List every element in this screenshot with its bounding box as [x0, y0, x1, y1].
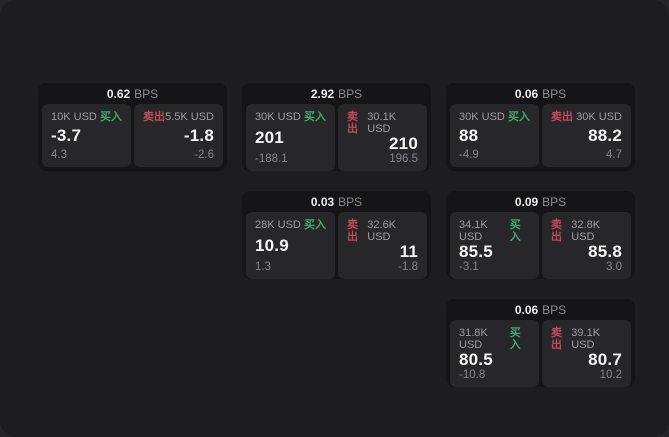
bps-unit: BPS: [542, 86, 567, 101]
sell-side-label: 卖出: [551, 327, 562, 351]
quote-card: 0.06 BPS 31.8K USD 买入 80.5 -10.8 卖出 39.1…: [446, 299, 635, 387]
card-body: 10K USD 买入 -3.7 4.3 卖出 5.5K USD -1.8 -2.…: [42, 104, 223, 167]
buy-notional: 31.8K USD: [459, 327, 488, 351]
buy-delta: -4.9: [459, 149, 479, 161]
buy-panel[interactable]: 28K USD 买入 10.9 1.3: [246, 212, 335, 279]
sell-side-label: 卖出: [347, 111, 358, 135]
bps-header: 0.06 BPS: [450, 299, 631, 320]
sell-delta: 4.7: [606, 149, 622, 161]
buy-price: 88: [459, 126, 479, 145]
bps-header: 0.62 BPS: [42, 83, 223, 104]
sell-notional: 30K USD: [576, 111, 622, 123]
bps-value: 0.03: [310, 194, 335, 209]
bps-unit: BPS: [542, 302, 567, 317]
bps-header: 0.03 BPS: [246, 191, 427, 212]
sell-delta: 10.2: [599, 369, 622, 381]
card-body: 30K USD 买入 201 -188.1 卖出 30.1K USD 210 1…: [246, 104, 427, 171]
bps-value: 0.62: [106, 86, 131, 101]
bps-value: 0.06: [514, 86, 539, 101]
buy-notional: 10K USD: [51, 111, 97, 123]
sell-panel[interactable]: 卖出 32.6K USD 11 -1.8: [338, 212, 427, 279]
card-body: 30K USD 买入 88 -4.9 卖出 30K USD 88.2 4.7: [450, 104, 631, 167]
sell-panel[interactable]: 卖出 30K USD 88.2 4.7: [542, 104, 631, 167]
buy-delta: -3.1: [459, 261, 479, 273]
sell-price: -1.8: [183, 126, 214, 145]
bps-unit: BPS: [542, 194, 567, 209]
buy-delta: -188.1: [255, 153, 288, 165]
bps-unit: BPS: [338, 86, 363, 101]
card-body: 28K USD 买入 10.9 1.3 卖出 32.6K USD 11 -1.8: [246, 212, 427, 279]
sell-panel[interactable]: 卖出 30.1K USD 210 196.5: [338, 104, 427, 171]
sell-notional: 39.1K USD: [571, 327, 601, 351]
sell-delta: -2.6: [194, 149, 214, 161]
buy-notional: 28K USD: [255, 219, 301, 231]
bps-unit: BPS: [338, 194, 363, 209]
buy-side-label: 买入: [509, 219, 521, 243]
buy-delta: -10.8: [459, 369, 486, 381]
buy-side-label: 买入: [509, 327, 521, 351]
sell-side-label: 卖出: [551, 219, 562, 243]
buy-panel[interactable]: 34.1K USD 买入 85.5 -3.1: [450, 212, 539, 279]
sell-price: 11: [399, 242, 418, 261]
buy-side-label: 买入: [508, 111, 530, 123]
buy-notional: 34.1K USD: [459, 219, 488, 243]
buy-side-label: 买入: [304, 219, 326, 231]
bps-unit: BPS: [134, 86, 159, 101]
card-body: 31.8K USD 买入 80.5 -10.8 卖出 39.1K USD 80.…: [450, 320, 631, 387]
buy-panel[interactable]: 30K USD 买入 88 -4.9: [450, 104, 539, 167]
quote-card: 2.92 BPS 30K USD 买入 201 -188.1 卖出 30.1K …: [242, 83, 431, 171]
sell-price: 88.2: [588, 126, 622, 145]
buy-price: 10.9: [255, 236, 289, 255]
buy-notional: 30K USD: [255, 111, 301, 123]
quote-card: 0.06 BPS 30K USD 买入 88 -4.9 卖出 30K USD: [446, 83, 635, 171]
buy-price: -3.7: [51, 126, 82, 145]
sell-price: 85.8: [588, 242, 622, 261]
sell-side-label: 卖出: [551, 111, 573, 123]
sell-notional: 5.5K USD: [165, 111, 214, 123]
bps-header: 0.06 BPS: [450, 83, 631, 104]
sell-delta: 196.5: [389, 153, 418, 165]
sell-price: 80.7: [588, 350, 622, 369]
card-body: 34.1K USD 买入 85.5 -3.1 卖出 32.8K USD 85.8…: [450, 212, 631, 279]
buy-price: 80.5: [459, 350, 493, 369]
quote-cards-grid: 0.62 BPS 10K USD 买入 -3.7 4.3 卖出 5.5K USD: [38, 83, 635, 387]
bps-value: 0.09: [514, 194, 539, 209]
buy-side-label: 买入: [100, 111, 122, 123]
buy-panel[interactable]: 30K USD 买入 201 -188.1: [246, 104, 335, 171]
bps-value: 2.92: [310, 86, 335, 101]
sell-side-label: 卖出: [143, 111, 165, 123]
buy-panel[interactable]: 31.8K USD 买入 80.5 -10.8: [450, 320, 539, 387]
sell-panel[interactable]: 卖出 5.5K USD -1.8 -2.6: [134, 104, 223, 167]
quote-card: 0.62 BPS 10K USD 买入 -3.7 4.3 卖出 5.5K USD: [38, 83, 227, 171]
sell-notional: 32.6K USD: [367, 219, 397, 243]
buy-delta: 4.3: [51, 149, 67, 161]
sell-delta: -1.8: [398, 261, 418, 273]
quote-card: 0.03 BPS 28K USD 买入 10.9 1.3 卖出 32.6K US…: [242, 191, 431, 279]
bps-header: 0.09 BPS: [450, 191, 631, 212]
bps-value: 0.06: [514, 302, 539, 317]
buy-price: 201: [255, 128, 284, 147]
sell-notional: 32.8K USD: [571, 219, 601, 243]
sell-panel[interactable]: 卖出 32.8K USD 85.8 3.0: [542, 212, 631, 279]
sell-delta: 3.0: [606, 261, 622, 273]
sell-side-label: 卖出: [347, 219, 358, 243]
buy-price: 85.5: [459, 242, 493, 261]
bps-header: 2.92 BPS: [246, 83, 427, 104]
buy-panel[interactable]: 10K USD 买入 -3.7 4.3: [42, 104, 131, 167]
sell-price: 210: [389, 134, 418, 153]
sell-notional: 30.1K USD: [367, 111, 397, 135]
buy-notional: 30K USD: [459, 111, 505, 123]
buy-side-label: 买入: [304, 111, 326, 123]
quote-card: 0.09 BPS 34.1K USD 买入 85.5 -3.1 卖出 32.8K…: [446, 191, 635, 279]
buy-delta: 1.3: [255, 261, 271, 273]
sell-panel[interactable]: 卖出 39.1K USD 80.7 10.2: [542, 320, 631, 387]
